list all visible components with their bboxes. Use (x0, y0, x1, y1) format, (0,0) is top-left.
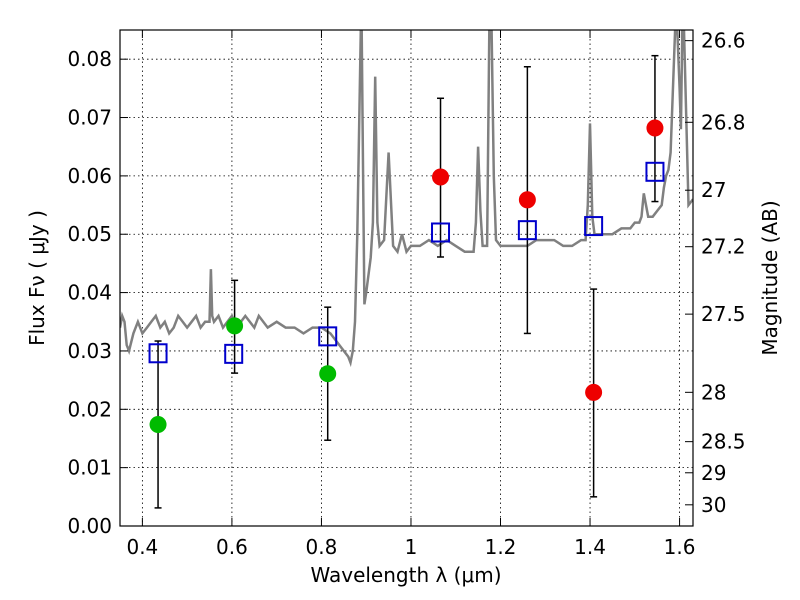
y-tick-label: 0.03 (67, 339, 112, 363)
magnitude-tick-label: 29 (701, 461, 726, 485)
plot-frame (119, 29, 694, 527)
x-tick-label: 1.2 (485, 535, 517, 559)
measured-flux-point (226, 317, 244, 335)
y-tick-label: 0.07 (67, 106, 112, 130)
model-square-point (318, 326, 338, 347)
x-tick-label: 1 (405, 535, 418, 559)
x-tick-label: 1.4 (574, 535, 606, 559)
measured-circles (149, 119, 664, 433)
magnitude-tick-label: 27 (701, 178, 726, 202)
y-axis-ticks: 0.00 0.01 0.02 0.03 0.04 0.05 0.06 0.07 0.08 (67, 47, 128, 538)
y-tick-label: 0.05 (67, 222, 112, 246)
y-tick-label: 0.02 (67, 397, 112, 421)
model-square-point (224, 343, 244, 364)
y-tick-label: 0.04 (67, 281, 112, 305)
x-tick-label: 0.4 (126, 535, 158, 559)
model-square-point (584, 216, 604, 237)
x-tick-label: 0.8 (306, 535, 338, 559)
y-tick-label: 0.01 (67, 456, 112, 480)
magnitude-axis-ticks: 26.6 26.8 27 27.2 27.5 28 28.5 29 30 (685, 29, 746, 517)
measured-flux-point (518, 191, 536, 209)
model-square-point (645, 161, 665, 182)
magnitude-tick-label: 28.5 (701, 430, 746, 454)
x-axis-title: Wavelength λ (μm) (310, 563, 501, 587)
y-axis-title: Flux Fν ( μJy ) (25, 210, 49, 346)
magnitude-tick-label: 27.2 (701, 235, 746, 259)
magnitude-tick-label: 26.6 (701, 29, 746, 53)
x-tick-label: 0.6 (216, 535, 248, 559)
model-squares (148, 161, 665, 364)
model-square-point (431, 222, 451, 243)
magnitude-axis-title: Magnitude (AB) (758, 200, 782, 355)
magnitude-tick-label: 26.8 (701, 110, 746, 134)
magnitude-tick-label: 27.5 (701, 302, 746, 326)
model-square-point (148, 343, 168, 364)
measured-flux-point (585, 383, 603, 401)
measured-flux-point (149, 415, 167, 433)
measured-flux-point (432, 168, 450, 186)
y-tick-label: 0.08 (67, 47, 112, 71)
plot-data (120, 30, 693, 509)
measured-flux-point (319, 365, 337, 383)
template-spectrum-line (120, 30, 693, 368)
measured-flux-point (646, 119, 664, 137)
y-tick-label: 0.00 (67, 514, 112, 538)
x-tick-label: 1.6 (664, 535, 696, 559)
model-square-point (517, 220, 537, 241)
y-tick-label: 0.06 (67, 164, 112, 188)
magnitude-tick-label: 30 (701, 493, 726, 517)
x-axis-ticks: 0.4 0.6 0.8 1 1.2 1.4 1.6 (126, 30, 695, 559)
magnitude-tick-label: 28 (701, 380, 726, 404)
